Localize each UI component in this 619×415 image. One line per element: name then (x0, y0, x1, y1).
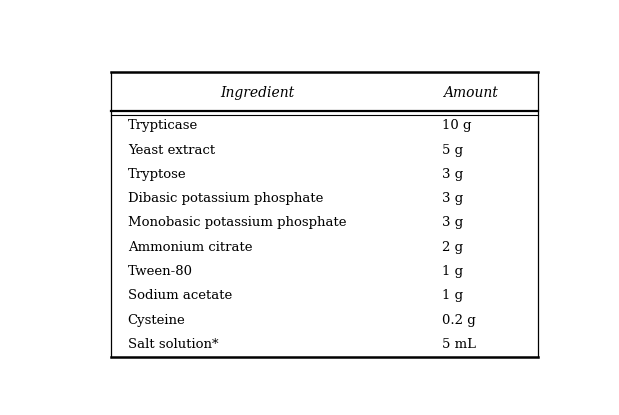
Text: 2 g: 2 g (442, 241, 463, 254)
Text: Ingredient: Ingredient (220, 86, 295, 100)
Text: Salt solution*: Salt solution* (128, 338, 219, 351)
Text: 1 g: 1 g (442, 289, 463, 303)
Text: Sodium acetate: Sodium acetate (128, 289, 232, 303)
Text: Cysteine: Cysteine (128, 314, 186, 327)
Text: 3 g: 3 g (442, 192, 463, 205)
Text: Ammonium citrate: Ammonium citrate (128, 241, 253, 254)
Text: Trypticase: Trypticase (128, 120, 198, 132)
Text: 1 g: 1 g (442, 265, 463, 278)
Text: Yeast extract: Yeast extract (128, 144, 215, 156)
Text: 3 g: 3 g (442, 168, 463, 181)
Text: Dibasic potassium phosphate: Dibasic potassium phosphate (128, 192, 323, 205)
Text: 5 g: 5 g (442, 144, 463, 156)
Text: Tween-80: Tween-80 (128, 265, 193, 278)
Text: 5 mL: 5 mL (442, 338, 476, 351)
Text: 10 g: 10 g (442, 120, 472, 132)
Text: Tryptose: Tryptose (128, 168, 186, 181)
Text: 3 g: 3 g (442, 217, 463, 229)
Text: 0.2 g: 0.2 g (442, 314, 476, 327)
Text: Monobasic potassium phosphate: Monobasic potassium phosphate (128, 217, 346, 229)
Text: Amount: Amount (443, 86, 498, 100)
